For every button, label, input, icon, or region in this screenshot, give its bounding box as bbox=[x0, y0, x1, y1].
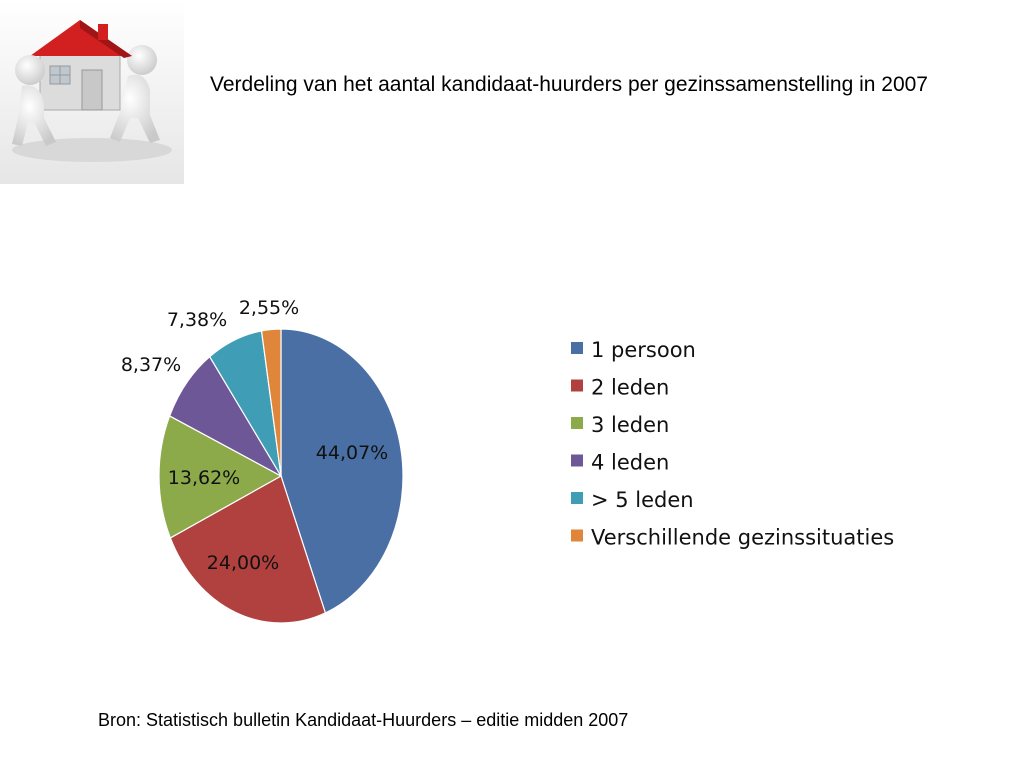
legend-swatch-4 bbox=[571, 454, 583, 467]
pie-labels: 44,07% 24,00% 13,62% 8,37% 7,38% 2,55% bbox=[121, 297, 388, 574]
slice-value-label-4: 8,37% bbox=[121, 354, 181, 376]
legend-label-5: > 5 leden bbox=[591, 488, 694, 512]
chart-legend: 1 persoon 2 leden 3 leden 4 leden > 5 leden V… bbox=[571, 338, 894, 550]
legend-label-1: 1 persoon bbox=[591, 338, 696, 362]
pie-slices bbox=[158, 328, 404, 624]
pie-slice-3 bbox=[158, 415, 283, 539]
people-carrying-house-icon bbox=[0, 0, 184, 184]
pie-slice-1 bbox=[280, 328, 404, 614]
legend-swatch-5 bbox=[571, 492, 583, 504]
slice-value-label-2: 24,00% bbox=[207, 552, 279, 574]
source-note: Bron: Statistisch bulletin Kandidaat-Huu… bbox=[98, 710, 629, 730]
legend-label-2: 2 leden bbox=[591, 376, 669, 400]
slice-value-label-1: 44,07% bbox=[316, 442, 388, 464]
legend-swatch-1 bbox=[571, 342, 583, 354]
slice-value-label-3: 13,62% bbox=[168, 467, 240, 489]
page-title: Verdeling van het aantal kandidaat-huurd… bbox=[210, 73, 928, 96]
legend-swatch-6 bbox=[571, 529, 583, 542]
legend-label-4: 4 leden bbox=[591, 451, 669, 475]
legend-label-6: Verschillende gezinssituaties bbox=[591, 526, 894, 550]
pie-slice-2 bbox=[169, 475, 327, 624]
slice-value-label-5: 7,38% bbox=[167, 309, 227, 331]
legend-label-3: 3 leden bbox=[591, 413, 669, 437]
legend-swatch-3 bbox=[571, 417, 583, 429]
pie-slice-6 bbox=[260, 328, 282, 477]
slice-value-label-6: 2,55% bbox=[239, 297, 299, 319]
legend-swatch-2 bbox=[571, 379, 583, 392]
